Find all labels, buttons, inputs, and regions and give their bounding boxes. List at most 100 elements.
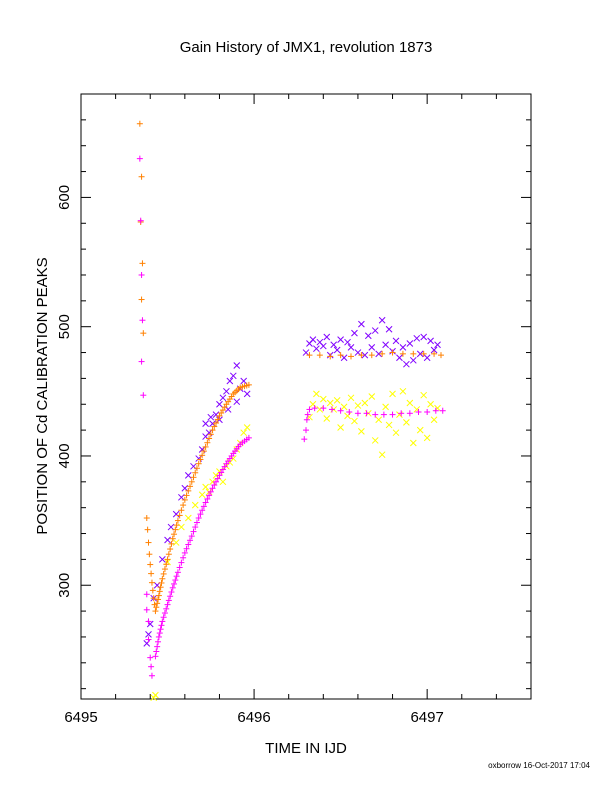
data-point-plus (153, 648, 160, 655)
data-point-plus (167, 593, 174, 600)
data-point-plus (155, 596, 162, 603)
data-point-cross (378, 316, 386, 324)
data-point-cross (382, 341, 389, 349)
data-point-plus (140, 330, 147, 337)
data-point-plus (204, 495, 211, 502)
data-point-plus (311, 405, 318, 412)
data-point-cross (351, 417, 358, 425)
data-point-plus (157, 626, 164, 633)
y-tick-label: 300 (56, 573, 73, 598)
data-point-plus (145, 618, 152, 625)
data-point-plus (161, 610, 168, 617)
data-point-cross (333, 346, 341, 354)
data-point-cross (202, 420, 209, 428)
data-point-cross (313, 345, 320, 353)
data-point-cross (198, 491, 206, 499)
x-axis: 6495 6496 6497 (64, 94, 532, 726)
data-point-plus (148, 570, 155, 577)
data-point-plus (168, 589, 175, 596)
data-point-plus (137, 217, 144, 224)
data-point-cross (416, 426, 424, 434)
data-point-cross (409, 356, 417, 364)
data-point-cross (392, 337, 400, 345)
y-tick-label: 600 (56, 185, 73, 210)
data-point-cross (347, 344, 355, 351)
data-point-plus (379, 350, 386, 357)
data-point-cross (420, 333, 428, 341)
data-point-plus (207, 431, 214, 438)
data-point-plus (195, 515, 202, 522)
data-point-cross (399, 344, 407, 351)
data-point-plus (214, 416, 221, 423)
data-point-plus (213, 420, 219, 427)
x-tick-label: 6497 (410, 709, 443, 726)
data-point-plus (204, 439, 211, 446)
data-point-plus (206, 435, 213, 442)
data-point-plus (136, 155, 143, 162)
data-points (136, 120, 446, 702)
data-point-cross (354, 349, 362, 356)
data-point-plus (303, 416, 310, 423)
data-point-cross (219, 394, 227, 402)
data-point-cross (434, 341, 441, 349)
data-point-cross (375, 416, 383, 424)
data-point-plus (188, 533, 195, 540)
data-point-plus (159, 618, 166, 625)
data-point-cross (420, 391, 428, 399)
data-point-cross (409, 439, 417, 447)
data-point-plus (150, 595, 157, 602)
data-point-plus (173, 573, 180, 580)
data-point-cross (302, 349, 310, 356)
data-point-cross (337, 336, 344, 343)
data-point-plus (180, 502, 187, 509)
data-point-plus (140, 392, 147, 399)
data-point-plus (171, 531, 178, 538)
y-tick-label: 400 (56, 443, 73, 468)
y-tick-label: 500 (56, 314, 73, 339)
data-point-plus (139, 317, 146, 324)
data-point-cross (243, 390, 251, 398)
data-point-plus (213, 478, 219, 485)
data-point-cross (427, 337, 434, 345)
data-point-plus (363, 410, 370, 417)
data-point-plus (389, 411, 396, 418)
data-point-plus (176, 512, 183, 519)
data-point-plus (152, 608, 159, 615)
data-point-plus (164, 556, 171, 563)
data-point-plus (337, 407, 344, 414)
data-point-plus (169, 535, 176, 542)
data-point-plus (197, 456, 204, 463)
data-point-cross (216, 400, 223, 408)
data-point-plus (306, 352, 313, 359)
data-point-cross (371, 327, 379, 334)
data-point-cross (319, 342, 327, 350)
data-point-cross (368, 393, 376, 400)
data-point-cross (223, 387, 230, 395)
data-point-cross (423, 354, 431, 362)
data-point-plus (154, 600, 161, 607)
data-point-cross (385, 421, 393, 429)
data-point-plus (176, 564, 183, 571)
data-point-cross (413, 334, 421, 342)
data-point-cross (406, 340, 414, 347)
data-point-plus (438, 352, 444, 359)
y-axis: 300 400 500 600 (56, 93, 531, 690)
data-point-cross (368, 344, 376, 351)
data-point-plus (346, 409, 353, 416)
data-point-plus (354, 410, 361, 417)
data-point-cross (319, 395, 327, 403)
data-point-cross (326, 399, 334, 407)
data-point-plus (195, 460, 202, 467)
data-point-plus (209, 427, 216, 434)
data-point-plus (380, 411, 387, 418)
data-point-plus (320, 405, 327, 412)
data-point-plus (171, 580, 178, 587)
data-point-cross (347, 394, 355, 402)
y-axis-label: POSITION OF Cd CALIBRATION PEAKS (34, 257, 51, 534)
data-point-plus (406, 410, 413, 417)
x-tick-label: 6495 (64, 709, 97, 726)
data-point-cross (207, 413, 215, 421)
data-point-plus (197, 511, 204, 518)
data-point-plus (167, 546, 174, 553)
data-point-cross (184, 472, 192, 479)
